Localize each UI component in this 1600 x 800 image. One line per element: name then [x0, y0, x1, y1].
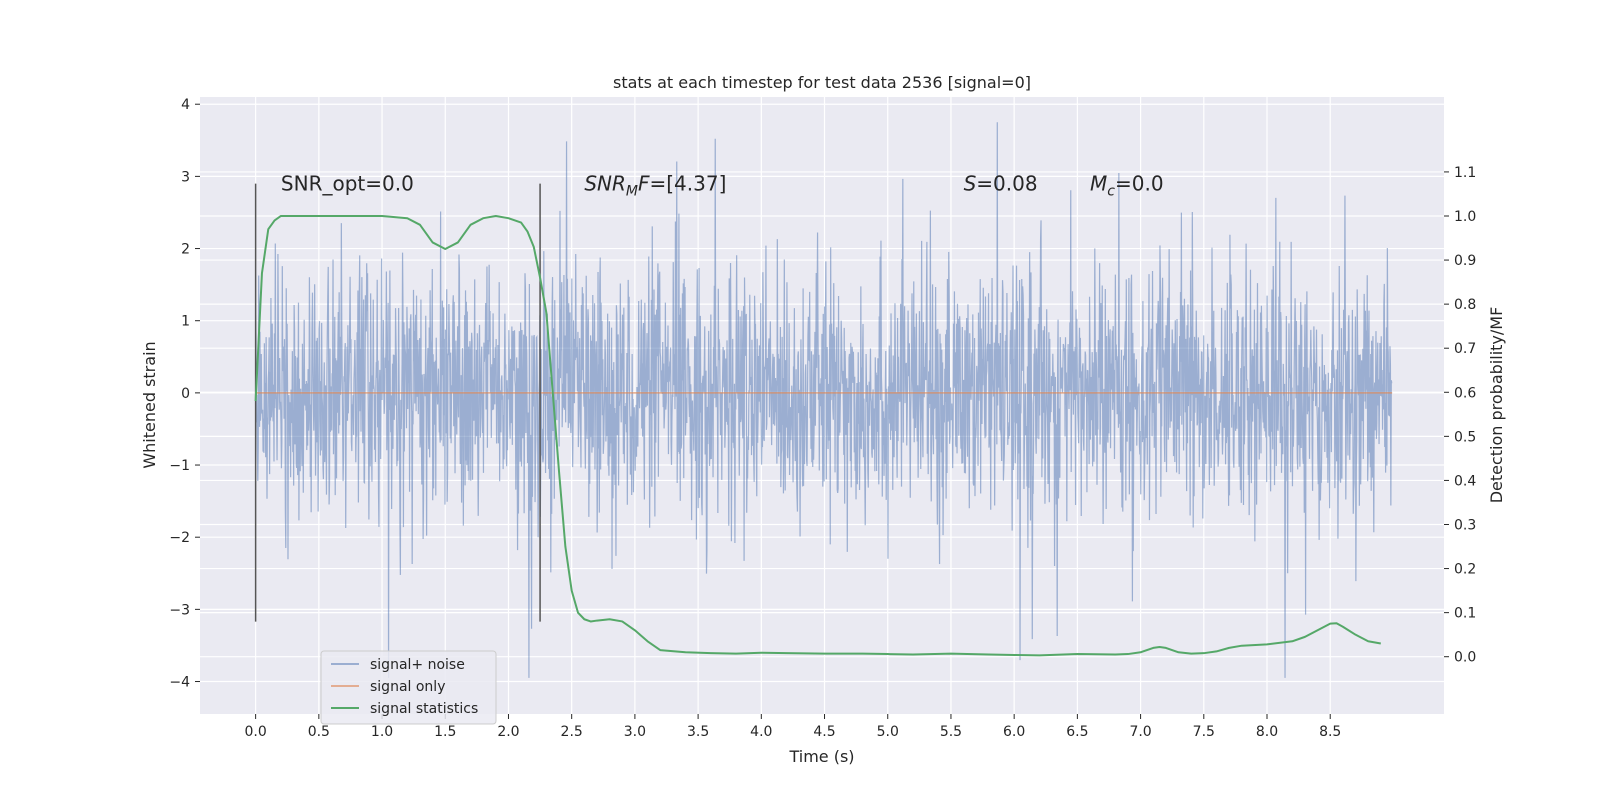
y2-tick-label-10: 1.0: [1454, 209, 1476, 225]
y-tick-label-4: 0: [181, 386, 190, 402]
y2-axis-ticks: 0.0 0.1 0.2 0.3 0.4 0.5 0.6 0.7 0.8 0.9 1.0 1.1: [1444, 165, 1476, 666]
annotation-s-value-text: =0.08: [976, 172, 1037, 196]
y-axis-label: Whitened strain: [140, 341, 159, 468]
y-tick-label-3: −1: [169, 458, 190, 474]
annotation-mc-value-text: =0.0: [1115, 172, 1164, 196]
series-signal-statistics: [254, 214, 1381, 657]
y-tick-label-8: 4: [181, 97, 190, 113]
noise-trace: [255, 122, 1393, 678]
annotation-snr-mf-suffix: F: [638, 172, 650, 196]
y2-tick-label-11: 1.1: [1454, 165, 1476, 181]
x-tick-label-3: 1.5: [434, 724, 456, 740]
annotation-snr-opt: SNR_opt=0.0: [281, 172, 414, 196]
x-tick-label-17: 8.5: [1319, 724, 1341, 740]
legend-label-signal-statistics: signal statistics: [370, 701, 478, 717]
y2-tick-label-9: 0.9: [1454, 253, 1476, 269]
annotation-mc-symbol: M: [1090, 172, 1107, 196]
x-tick-label-4: 2.0: [497, 724, 519, 740]
x-axis-label: Time (s): [788, 747, 854, 766]
y2-tick-label-1: 0.1: [1454, 606, 1476, 622]
x-tick-label-9: 4.5: [813, 724, 835, 740]
x-tick-label-6: 3.0: [624, 724, 646, 740]
statistics-curve: [254, 214, 1381, 657]
annotations: SNR_opt=0.0 SNRMF=[4.37] S=0.08 Mc=0.0: [281, 172, 1164, 200]
legend-label-signal-noise: signal+ noise: [370, 657, 465, 673]
x-tick-label-11: 5.5: [940, 724, 962, 740]
y2-tick-label-7: 0.7: [1454, 341, 1476, 357]
x-tick-label-12: 6.0: [1003, 724, 1025, 740]
y-tick-label-7: 3: [181, 169, 190, 185]
y-tick-label-5: 1: [181, 314, 190, 330]
legend-label-signal-only: signal only: [370, 679, 445, 695]
x-axis-ticks: 0.0 0.5 1.0 1.5 2.0 2.5 3.0 3.5 4.0 4.5 5.0 5.5 6.0 6…: [244, 714, 1341, 740]
y2-tick-label-5: 0.5: [1454, 429, 1476, 445]
x-tick-label-15: 7.5: [1193, 724, 1215, 740]
y2-tick-label-3: 0.3: [1454, 517, 1476, 533]
annotation-s-value: S=0.08: [964, 172, 1038, 196]
x-tick-label-7: 3.5: [687, 724, 709, 740]
annotation-mc-value: Mc=0.0: [1090, 172, 1164, 200]
annotation-snr-mf-value: =[4.37]: [649, 172, 726, 196]
chart-title: stats at each timestep for test data 253…: [613, 73, 1031, 92]
series-signal-noise: [255, 122, 1393, 678]
annotation-mc-subscript: c: [1107, 184, 1115, 200]
x-tick-label-8: 4.0: [750, 724, 772, 740]
y2-tick-label-2: 0.2: [1454, 562, 1476, 578]
legend: signal+ noise signal only signal statist…: [320, 650, 497, 725]
annotation-snr-mf-subscript: M: [626, 184, 638, 200]
y-tick-label-1: −3: [169, 602, 190, 618]
x-tick-label-14: 7.0: [1129, 724, 1151, 740]
y-tick-label-2: −2: [169, 530, 190, 546]
y2-tick-label-6: 0.6: [1454, 385, 1476, 401]
y-tick-label-0: −4: [169, 675, 190, 691]
x-tick-label-10: 5.0: [877, 724, 899, 740]
annotation-snr-mf: SNRMF=[4.37]: [584, 172, 726, 200]
x-tick-label-16: 8.0: [1256, 724, 1278, 740]
annotation-snr-mf-symbol: SNR: [584, 172, 626, 196]
y-axis-ticks: −4 −3 −2 −1 0 1 2 3 4: [169, 97, 200, 691]
x-tick-label-1: 0.5: [308, 724, 330, 740]
legend-box: [320, 650, 497, 725]
y2-tick-label-4: 0.4: [1454, 473, 1476, 489]
y2-tick-label-0: 0.0: [1454, 650, 1476, 666]
detection-window-lines: [254, 183, 541, 622]
x-tick-label-5: 2.5: [561, 724, 583, 740]
y2-tick-label-8: 0.8: [1454, 297, 1476, 313]
y2-axis-label: Detection probability/MF: [1487, 307, 1506, 504]
x-tick-label-2: 1.0: [371, 724, 393, 740]
x-tick-label-0: 0.0: [244, 724, 266, 740]
annotation-s-symbol: S: [964, 172, 977, 196]
y-tick-label-6: 2: [181, 242, 190, 258]
x-tick-label-13: 6.5: [1066, 724, 1088, 740]
